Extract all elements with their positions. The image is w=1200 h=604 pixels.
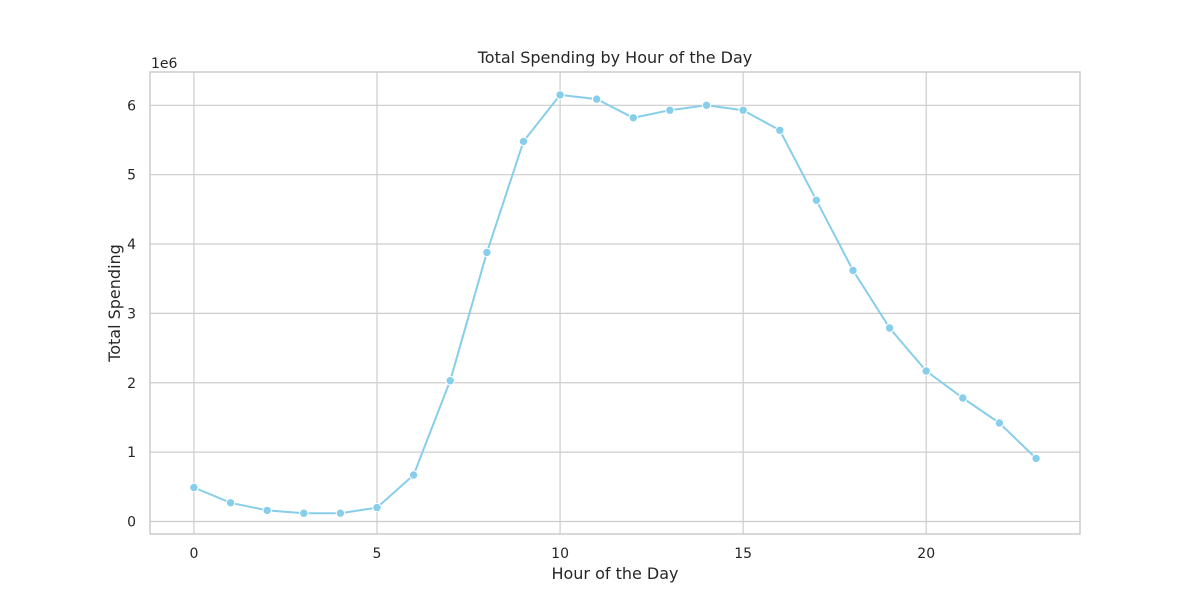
data-point [921, 366, 931, 376]
y-axis-multiplier: 1e6 [151, 56, 178, 72]
data-point [592, 94, 602, 104]
data-point [701, 100, 712, 111]
points-layer [189, 90, 1041, 518]
data-point [555, 90, 565, 100]
data-point [299, 508, 309, 518]
data-point [775, 125, 785, 136]
data-point [372, 502, 382, 513]
data-point [958, 393, 968, 403]
x-axis-title: Hour of the Day [551, 564, 678, 583]
x-tick-label: 20 [917, 546, 935, 562]
data-point [335, 508, 346, 518]
series-layer [192, 93, 1038, 515]
data-point [408, 470, 419, 480]
data-point [262, 505, 272, 516]
data-point [445, 376, 455, 386]
data-point [628, 113, 638, 123]
data-point [994, 418, 1005, 428]
y-tick-label: 3 [127, 306, 136, 322]
y-tick-label: 4 [127, 237, 136, 253]
data-point [518, 136, 529, 147]
x-tick-label: 5 [373, 546, 382, 562]
data-point [189, 482, 199, 493]
y-axis-title: Total Spending [105, 244, 124, 363]
y-tick-label: 0 [127, 515, 136, 531]
data-point [225, 498, 236, 508]
data-point [848, 265, 858, 276]
y-tick-label: 5 [127, 168, 136, 184]
axes-layer: 0 5 10 15 20 0 1 2 3 4 5 6 [127, 71, 1081, 562]
x-tick-label: 0 [189, 546, 198, 562]
data-point [884, 323, 895, 333]
y-tick-label: 2 [127, 376, 136, 392]
data-point [811, 195, 822, 206]
y-tick-label: 6 [127, 98, 136, 114]
series-line [192, 93, 1038, 515]
data-point [482, 247, 492, 258]
x-tick-label: 15 [734, 546, 752, 562]
data-point [738, 105, 748, 115]
y-tick-label: 1 [127, 445, 136, 461]
data-point [665, 105, 675, 115]
plot-frame [149, 71, 1081, 535]
grid-layer [150, 72, 1080, 534]
data-point [1031, 453, 1041, 464]
chart-title: Total Spending by Hour of the Day [477, 48, 753, 67]
x-tick-label: 10 [551, 546, 569, 562]
